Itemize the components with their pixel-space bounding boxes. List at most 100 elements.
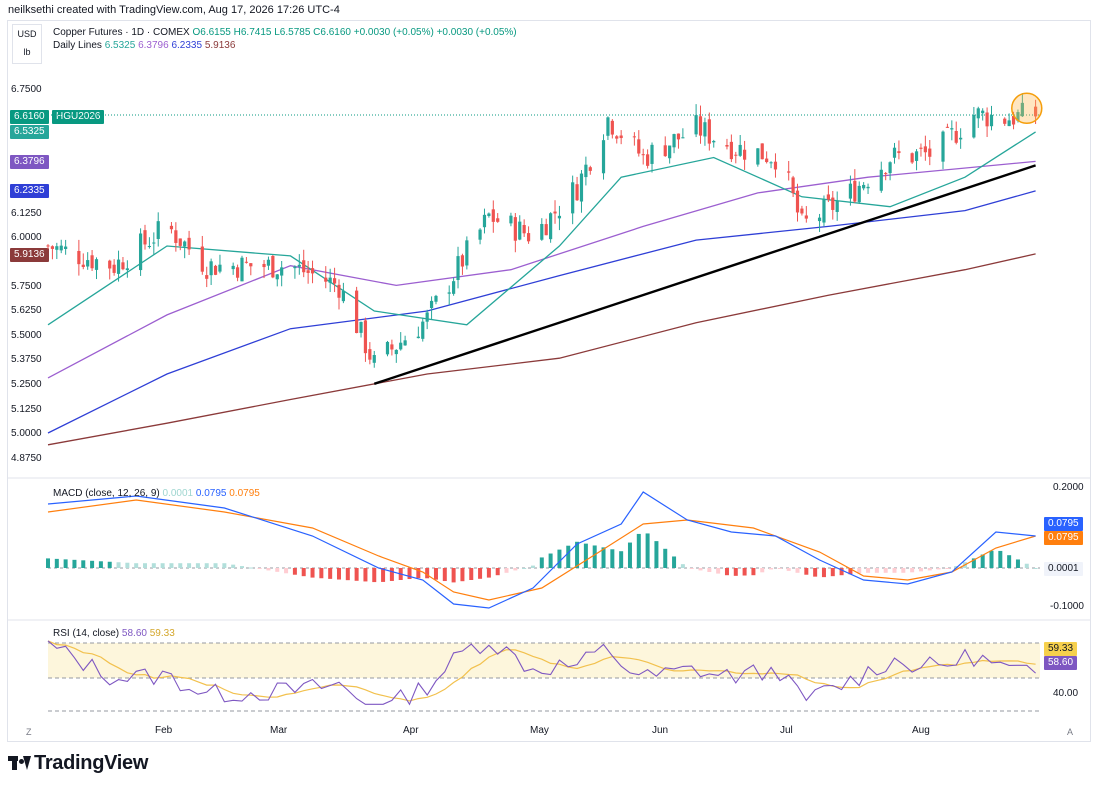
macd-signal-line (47, 499, 1036, 601)
macd-line (47, 491, 1036, 609)
candle-body (46, 245, 50, 247)
candle-body (888, 162, 892, 174)
macd-histogram-bar (248, 567, 253, 569)
candle-body (143, 230, 147, 245)
macd-histogram-bar (654, 541, 659, 568)
macd-histogram-bar (46, 558, 50, 568)
candle-body (928, 148, 932, 157)
candle-body (884, 173, 888, 175)
macd-histogram-bar (1024, 563, 1029, 568)
macd-histogram-bar (257, 568, 262, 569)
candle-body (178, 238, 182, 246)
month-label: May (530, 725, 549, 736)
macd-histogram-bar (504, 568, 509, 573)
candle-body (55, 246, 59, 250)
candle-body (187, 237, 191, 250)
candle-body (646, 154, 650, 166)
brand-name: TradingView (34, 752, 149, 774)
rsi-axis-tick: 40.00 (1053, 688, 1079, 699)
candle-body (456, 256, 460, 280)
rsi-ma-line (47, 640, 1036, 702)
candle-body (240, 257, 244, 282)
candle-body (306, 270, 310, 273)
auto-scale-button[interactable]: A (1067, 727, 1074, 737)
macd-histogram-bar (460, 568, 465, 582)
candle-body (280, 267, 284, 276)
candle-body (954, 131, 958, 143)
candle-body (800, 208, 804, 214)
macd-histogram-bar (310, 568, 315, 578)
candle-body (743, 149, 747, 160)
price-tick: 5.1250 (11, 404, 42, 415)
candle-body (588, 167, 592, 171)
macd-histogram-bar (98, 561, 103, 568)
candle-body (522, 225, 526, 234)
month-label: Jun (652, 725, 669, 736)
macd-histogram-bar (142, 563, 147, 568)
candle-body (853, 180, 857, 202)
candle-body (668, 145, 672, 159)
candle-body (275, 274, 279, 280)
candle-body (429, 300, 434, 309)
macd-histogram-bar (883, 568, 888, 573)
macd-histogram-bar (548, 553, 553, 568)
candle-body (355, 290, 359, 334)
candle-body (152, 242, 156, 244)
macd-histogram-bar (821, 568, 826, 578)
price-tick: 5.2500 (11, 379, 42, 390)
price-tick: 4.8750 (11, 453, 42, 464)
candle-body (328, 277, 332, 283)
macd-histogram-bar (319, 568, 324, 579)
candle-body (804, 215, 808, 219)
candle-body (169, 225, 174, 230)
ma20-line (47, 131, 1036, 326)
ohlc-values: O6.6155 H6.7415 L6.5785 C6.6160 +0.0030 … (192, 27, 517, 38)
macd-histogram-bar (566, 545, 571, 568)
candle-body (293, 266, 297, 269)
macd-histogram-bar (539, 557, 544, 568)
macd-histogram-bar (116, 562, 121, 568)
candle-body (1020, 102, 1024, 117)
zoom-reset-button[interactable]: Z (26, 727, 32, 737)
macd-histogram-bar (760, 568, 765, 573)
macd-histogram-bar (389, 568, 394, 581)
candle-body (183, 241, 187, 247)
candle-body (59, 245, 63, 251)
macd-hist-tag: 0.0001 (1044, 562, 1083, 576)
macd-histogram-bar (592, 545, 597, 568)
month-label: Feb (155, 725, 173, 736)
ma100-value: 6.2335 (171, 40, 203, 51)
candle-body (341, 290, 345, 302)
candle-body (857, 185, 861, 203)
currency-unit-selector[interactable]: USD lb (12, 24, 42, 64)
macd-histogram-bar (195, 563, 200, 568)
candle-body (703, 122, 707, 137)
macd-histogram-bar (777, 568, 782, 569)
macd-histogram-bar (81, 560, 86, 568)
candle-body (64, 246, 68, 250)
candle-body (482, 214, 487, 228)
macd-histogram-bar (1007, 555, 1012, 568)
macd-histogram-bar (336, 568, 341, 580)
candle-body (663, 145, 667, 157)
rsi-ma-tag: 59.33 (1044, 642, 1078, 656)
macd-histogram-bar (619, 551, 624, 568)
macd-histogram-bar (848, 568, 853, 575)
macd-histogram-bar (1033, 568, 1038, 569)
macd-histogram-bar (698, 568, 703, 571)
candle-body (989, 114, 994, 127)
candle-body (399, 342, 403, 350)
rsi-value: 58.60 (121, 628, 147, 639)
month-label: Jul (780, 725, 793, 736)
candle-body (310, 268, 315, 274)
candle-body (363, 320, 368, 354)
month-label: Apr (403, 725, 419, 736)
candle-body (571, 182, 575, 214)
price-tick: 5.0000 (11, 428, 42, 439)
candle-body (862, 184, 866, 189)
macd-histogram-bar (416, 568, 421, 579)
candle-body (403, 340, 407, 346)
month-label: Mar (270, 725, 288, 736)
macd-histogram-bar (680, 564, 685, 568)
